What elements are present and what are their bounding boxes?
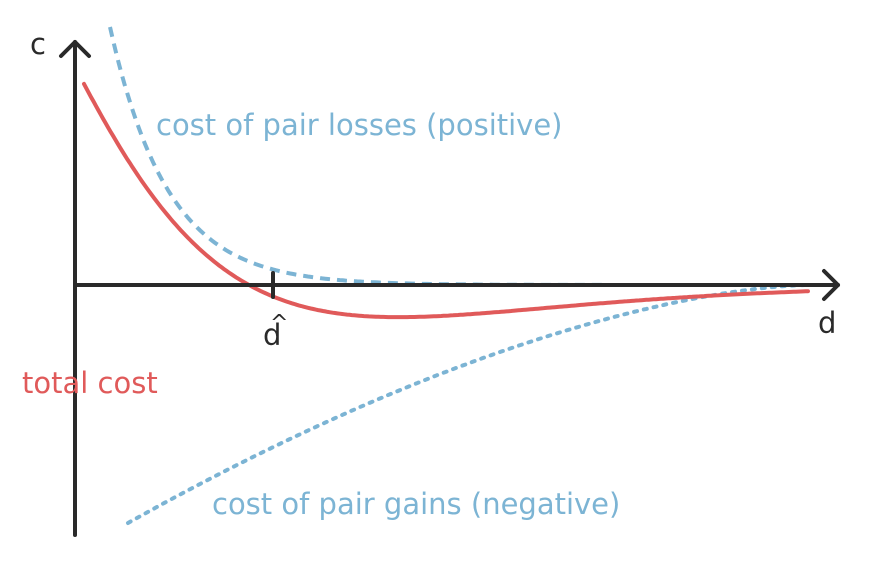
gains-curve-label: cost of pair gains (negative) — [212, 487, 620, 521]
total-cost-curve — [82, 81, 810, 320]
x-axis-arrowhead — [822, 269, 840, 301]
losses-curve — [108, 26, 808, 287]
d-hat-accent: ^ — [270, 311, 288, 336]
y-axis-arrowhead — [59, 40, 91, 58]
x-axis-label: d — [818, 306, 836, 340]
losses-curve-label: cost of pair losses (positive) — [156, 108, 563, 142]
total-cost-label: total cost — [22, 366, 158, 400]
axes — [59, 40, 840, 537]
y-axis-label: c — [30, 27, 46, 61]
d-hat-label: d — [263, 318, 281, 352]
